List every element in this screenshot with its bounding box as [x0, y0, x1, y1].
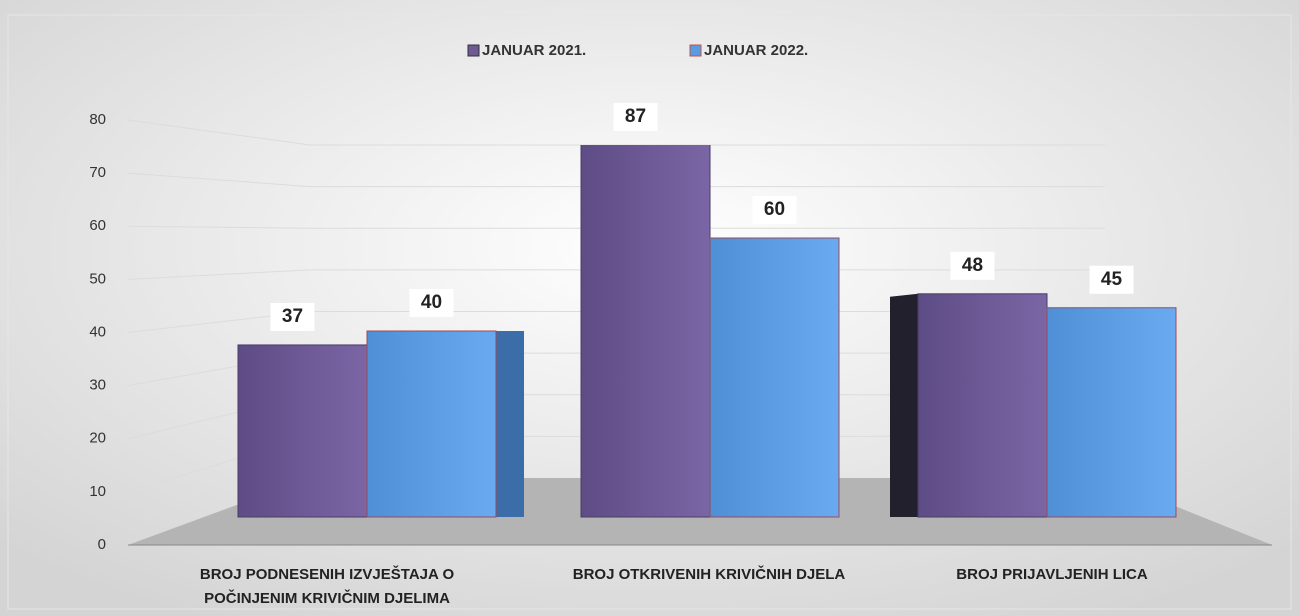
value-label-box: [613, 103, 658, 131]
y-tick-label: 60: [89, 217, 106, 234]
y-tick-label: 80: [89, 111, 106, 128]
y-tick-label: 10: [89, 483, 106, 500]
x-tick-label: BROJ OTKRIVENIH KRIVIČNIH DJELA: [572, 566, 846, 583]
bar: [1046, 307, 1177, 518]
legend-swatch: [467, 44, 480, 57]
bar: [580, 145, 711, 518]
value-label: 87: [625, 106, 646, 127]
legend-swatch: [689, 44, 702, 57]
grid-line: [127, 269, 1105, 280]
frame: [7, 14, 1292, 610]
bar: [366, 330, 497, 518]
y-tick-label: 20: [89, 430, 106, 447]
y-tick-label: 50: [89, 270, 106, 287]
y-tick-label: 0: [98, 536, 106, 553]
bar: [917, 293, 1048, 518]
y-tick-label: 30: [89, 377, 106, 394]
value-label-box: [752, 196, 797, 224]
grid-line: [127, 225, 1105, 229]
y-tick-label: 40: [89, 323, 106, 340]
grid-line: [127, 119, 1105, 146]
bar-side: [496, 331, 524, 517]
value-label: 60: [764, 199, 785, 220]
value-label-box: [950, 251, 995, 280]
value-label: 45: [1101, 269, 1123, 290]
value-label-box: [270, 302, 315, 331]
value-label: 40: [421, 292, 442, 313]
x-tick-label: BROJ PODNESENIH IZVJEŠTAJA O POČINJENIM …: [199, 566, 455, 607]
value-label: 48: [962, 255, 983, 276]
legend-label: JANUAR 2021.: [482, 42, 586, 59]
value-label-box: [1089, 265, 1134, 294]
bars: [237, 145, 1177, 518]
legend-label: JANUAR 2022.: [704, 42, 808, 59]
grid-line: [127, 172, 1105, 188]
y-tick-label: 70: [89, 164, 106, 181]
bar-side: [890, 293, 918, 517]
value-label-box: [409, 289, 454, 317]
value-label: 37: [282, 306, 303, 327]
bar: [709, 237, 840, 518]
x-tick-label: BROJ PRIJAVLJENIH LICA: [956, 566, 1148, 583]
bar: [237, 344, 368, 518]
